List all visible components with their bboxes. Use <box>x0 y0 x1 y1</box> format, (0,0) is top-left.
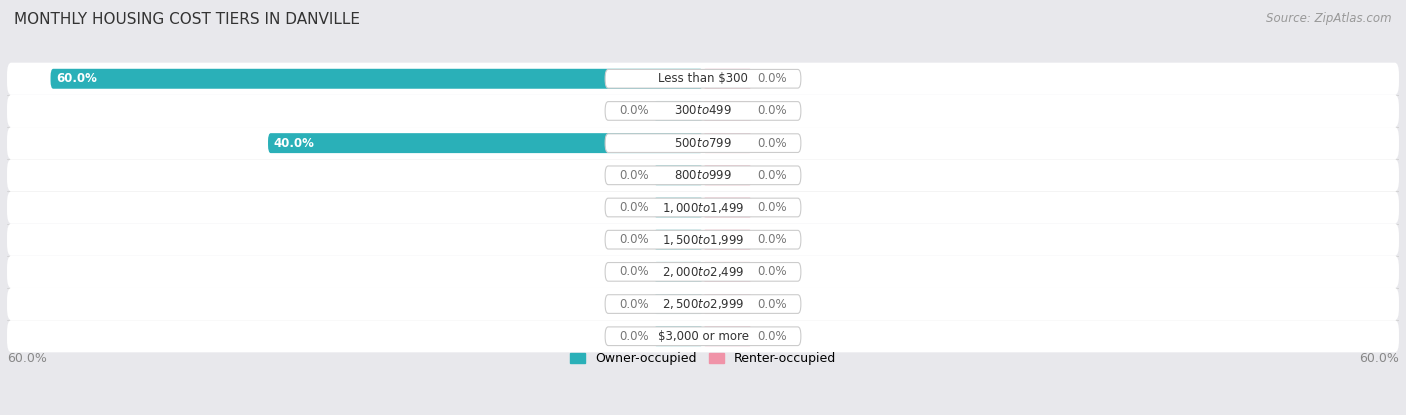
Text: $300 to $499: $300 to $499 <box>673 105 733 117</box>
FancyBboxPatch shape <box>605 198 801 217</box>
FancyBboxPatch shape <box>605 102 801 120</box>
Text: 0.0%: 0.0% <box>758 137 787 150</box>
Text: Source: ZipAtlas.com: Source: ZipAtlas.com <box>1267 12 1392 25</box>
Text: $1,000 to $1,499: $1,000 to $1,499 <box>662 200 744 215</box>
Text: 0.0%: 0.0% <box>619 105 648 117</box>
Text: 0.0%: 0.0% <box>619 298 648 310</box>
Text: 0.0%: 0.0% <box>619 265 648 278</box>
FancyBboxPatch shape <box>654 101 703 121</box>
Text: 0.0%: 0.0% <box>758 72 787 85</box>
Text: 60.0%: 60.0% <box>7 352 46 365</box>
Text: 0.0%: 0.0% <box>758 201 787 214</box>
FancyBboxPatch shape <box>703 230 752 250</box>
FancyBboxPatch shape <box>654 198 703 217</box>
FancyBboxPatch shape <box>7 159 1399 191</box>
FancyBboxPatch shape <box>654 294 703 314</box>
FancyBboxPatch shape <box>7 320 1399 352</box>
FancyBboxPatch shape <box>703 262 752 282</box>
Text: 0.0%: 0.0% <box>758 265 787 278</box>
FancyBboxPatch shape <box>269 133 703 153</box>
FancyBboxPatch shape <box>7 224 1399 256</box>
Text: 0.0%: 0.0% <box>619 169 648 182</box>
FancyBboxPatch shape <box>7 288 1399 320</box>
FancyBboxPatch shape <box>654 262 703 282</box>
FancyBboxPatch shape <box>605 295 801 313</box>
FancyBboxPatch shape <box>605 166 801 185</box>
FancyBboxPatch shape <box>605 69 801 88</box>
Text: 0.0%: 0.0% <box>619 233 648 246</box>
Text: 0.0%: 0.0% <box>758 105 787 117</box>
FancyBboxPatch shape <box>605 327 801 346</box>
FancyBboxPatch shape <box>605 134 801 152</box>
Text: 60.0%: 60.0% <box>56 72 97 85</box>
FancyBboxPatch shape <box>703 69 752 89</box>
FancyBboxPatch shape <box>703 326 752 346</box>
Text: $3,000 or more: $3,000 or more <box>658 330 748 343</box>
FancyBboxPatch shape <box>7 191 1399 224</box>
FancyBboxPatch shape <box>703 101 752 121</box>
Text: 60.0%: 60.0% <box>1360 352 1399 365</box>
Text: Less than $300: Less than $300 <box>658 72 748 85</box>
FancyBboxPatch shape <box>703 133 752 153</box>
Text: 0.0%: 0.0% <box>758 169 787 182</box>
Text: $1,500 to $1,999: $1,500 to $1,999 <box>662 233 744 247</box>
FancyBboxPatch shape <box>7 63 1399 95</box>
Text: $500 to $799: $500 to $799 <box>673 137 733 150</box>
FancyBboxPatch shape <box>703 165 752 185</box>
Text: 40.0%: 40.0% <box>273 137 315 150</box>
FancyBboxPatch shape <box>654 165 703 185</box>
Text: 0.0%: 0.0% <box>758 330 787 343</box>
Text: $2,000 to $2,499: $2,000 to $2,499 <box>662 265 744 279</box>
FancyBboxPatch shape <box>654 230 703 250</box>
FancyBboxPatch shape <box>703 294 752 314</box>
Text: $2,500 to $2,999: $2,500 to $2,999 <box>662 297 744 311</box>
Text: $800 to $999: $800 to $999 <box>673 169 733 182</box>
FancyBboxPatch shape <box>703 198 752 217</box>
FancyBboxPatch shape <box>654 326 703 346</box>
FancyBboxPatch shape <box>605 263 801 281</box>
Legend: Owner-occupied, Renter-occupied: Owner-occupied, Renter-occupied <box>569 352 837 365</box>
FancyBboxPatch shape <box>51 69 703 89</box>
Text: MONTHLY HOUSING COST TIERS IN DANVILLE: MONTHLY HOUSING COST TIERS IN DANVILLE <box>14 12 360 27</box>
Text: 0.0%: 0.0% <box>619 201 648 214</box>
FancyBboxPatch shape <box>605 230 801 249</box>
FancyBboxPatch shape <box>7 127 1399 159</box>
Text: 0.0%: 0.0% <box>758 233 787 246</box>
Text: 0.0%: 0.0% <box>758 298 787 310</box>
FancyBboxPatch shape <box>7 95 1399 127</box>
Text: 0.0%: 0.0% <box>619 330 648 343</box>
FancyBboxPatch shape <box>7 256 1399 288</box>
